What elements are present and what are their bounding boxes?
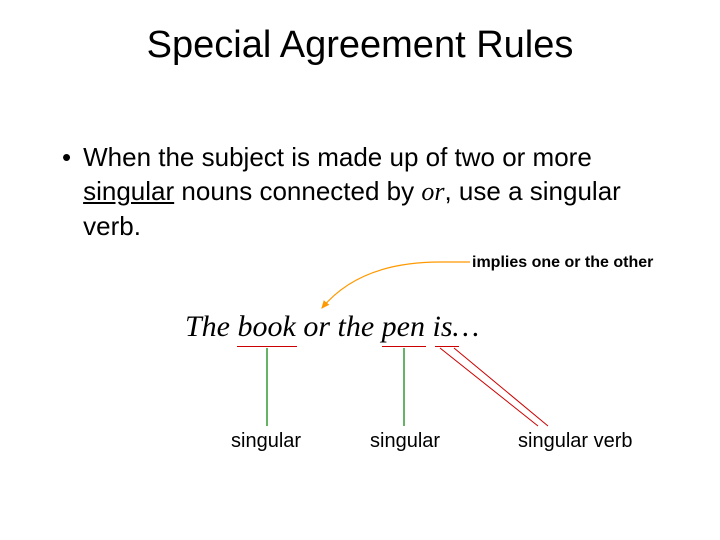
sentence-is: is <box>432 310 452 343</box>
line-is-to-verb-a <box>440 348 538 426</box>
example-sentence: The book or the pen is… <box>185 310 479 344</box>
bullet-pre: When the subject is made up of two or mo… <box>83 142 592 172</box>
sentence-part-2: or the <box>296 310 382 343</box>
line-is-to-verb-b <box>454 348 548 426</box>
label-singular-verb: singular verb <box>518 430 633 453</box>
underline-is <box>435 346 459 347</box>
slide: Special Agreement Rules • When the subje… <box>0 0 720 540</box>
implies-annotation: implies one or the other <box>472 254 653 272</box>
slide-title: Special Agreement Rules <box>0 24 720 67</box>
sentence-part-0: The <box>185 310 238 343</box>
bullet-mid: nouns connected by <box>174 176 421 206</box>
bullet-underlined-word: singular <box>83 176 174 206</box>
bullet-item: • When the subject is made up of two or … <box>62 140 662 243</box>
sentence-book: book <box>238 310 296 343</box>
curve-implies-to-or <box>322 262 470 308</box>
bullet-italic-or: or <box>421 177 444 206</box>
underline-book <box>237 346 297 347</box>
label-singular-1: singular <box>231 430 301 453</box>
sentence-pen: pen <box>382 310 425 343</box>
underline-pen <box>382 346 426 347</box>
bullet-text: When the subject is made up of two or mo… <box>83 140 662 243</box>
sentence-part-6: … <box>453 310 480 343</box>
bullet-dot-icon: • <box>62 140 71 174</box>
label-singular-2: singular <box>370 430 440 453</box>
